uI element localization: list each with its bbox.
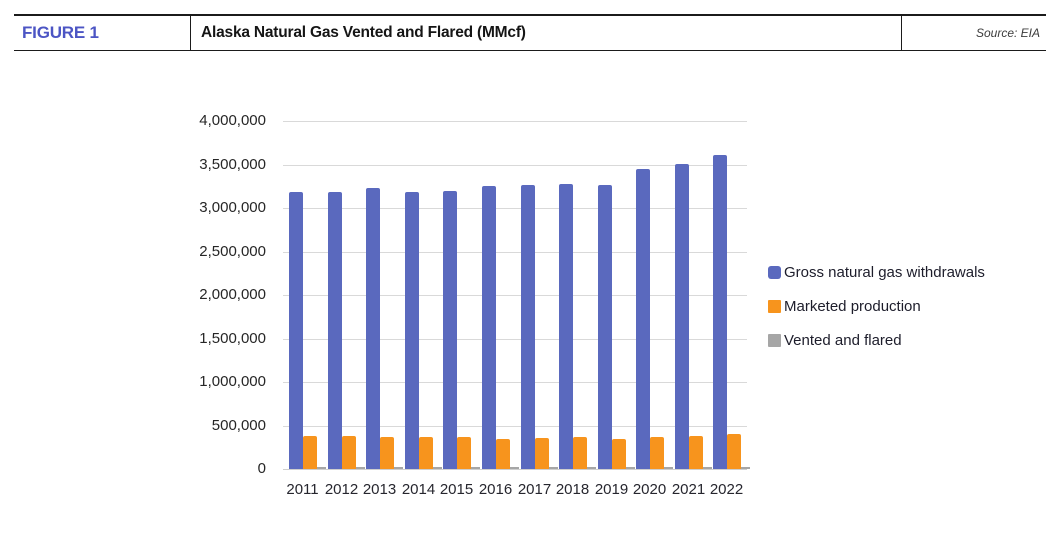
y-axis-tick-label: 1,500,000: [199, 330, 266, 347]
x-axis-line: [283, 469, 747, 470]
bar-marketed-production-2018: [573, 437, 587, 469]
source-attribution: Source: EIA: [975, 26, 1040, 40]
y-axis-tick-label: 2,500,000: [199, 243, 266, 260]
y-axis-tick-label: 500,000: [211, 417, 266, 434]
x-axis-tick-label-2011: 2011: [286, 481, 319, 498]
bar-marketed-production-2020: [650, 437, 664, 469]
bar-marketed-production-2011: [303, 436, 317, 469]
y-axis-tick-label: 3,500,000: [199, 156, 266, 173]
bar-gross-natural-gas-withdrawals-2018: [559, 184, 573, 469]
x-axis-tick-label-2014: 2014: [401, 481, 436, 498]
bar-gross-natural-gas-withdrawals-2019: [598, 185, 612, 469]
bar-vented-and-flared-2016: [510, 467, 519, 469]
bar-vented-and-flared-2013: [394, 467, 403, 469]
bar-gross-natural-gas-withdrawals-2021: [675, 164, 689, 469]
bar-marketed-production-2014: [419, 437, 433, 469]
bar-marketed-production-2013: [380, 437, 394, 469]
x-axis-tick-label-2018: 2018: [555, 481, 590, 498]
bar-marketed-production-2016: [496, 439, 510, 469]
y-axis-tick-label: 0: [257, 460, 266, 477]
bar-vented-and-flared-2022: [741, 467, 750, 469]
bar-gross-natural-gas-withdrawals-2020: [636, 169, 650, 469]
gridline: [283, 339, 747, 340]
bar-vented-and-flared-2018: [587, 467, 596, 469]
x-axis-tick-label-2013: 2013: [362, 481, 397, 498]
gridline: [283, 252, 747, 253]
x-axis-tick-label-2016: 2016: [478, 481, 513, 498]
bar-gross-natural-gas-withdrawals-2014: [405, 192, 419, 469]
legend-label-marketed-production: Marketed production: [784, 297, 921, 315]
bar-marketed-production-2017: [535, 438, 549, 469]
figure-title: Alaska Natural Gas Vented and Flared (MM…: [201, 24, 526, 41]
gridline: [283, 295, 747, 296]
bar-gross-natural-gas-withdrawals-2016: [482, 186, 496, 469]
bar-gross-natural-gas-withdrawals-2022: [713, 155, 727, 469]
bar-marketed-production-2015: [457, 437, 471, 469]
bar-gross-natural-gas-withdrawals-2012: [328, 192, 342, 469]
figure-label-cell: FIGURE 1: [14, 16, 191, 50]
x-axis-tick-label-2015: 2015: [439, 481, 474, 498]
bar-marketed-production-2019: [612, 439, 626, 469]
legend-item-marketed-production: Marketed production: [768, 294, 985, 318]
bar-vented-and-flared-2015: [471, 467, 480, 469]
y-axis-tick-label: 3,000,000: [199, 199, 266, 216]
x-axis-tick-label-2022: 2022: [709, 481, 744, 498]
figure-label: FIGURE 1: [22, 23, 99, 42]
bar-marketed-production-2022: [727, 434, 741, 469]
bar-gross-natural-gas-withdrawals-2015: [443, 191, 457, 469]
legend-item-gross-withdrawals: Gross natural gas withdrawals: [768, 260, 985, 284]
x-axis-tick-label-2017: 2017: [517, 481, 552, 498]
y-axis-tick-label: 1,000,000: [199, 373, 266, 390]
gridline: [283, 426, 747, 427]
figure-title-cell: Alaska Natural Gas Vented and Flared (MM…: [191, 16, 902, 50]
bar-gross-natural-gas-withdrawals-2013: [366, 188, 380, 469]
bar-vented-and-flared-2020: [664, 467, 673, 469]
bar-vented-and-flared-2012: [356, 467, 365, 469]
bar-vented-and-flared-2017: [549, 467, 558, 469]
gridline: [283, 121, 747, 122]
x-axis-tick-label-2012: 2012: [324, 481, 359, 498]
bar-marketed-production-2021: [689, 436, 703, 469]
x-axis-tick-label-2020: 2020: [632, 481, 667, 498]
chart-legend: Gross natural gas withdrawals Marketed p…: [768, 260, 985, 362]
legend-swatch-marketed-production-icon: [768, 299, 781, 313]
bar-gross-natural-gas-withdrawals-2011: [289, 192, 303, 469]
legend-swatch-vented-flared-icon: [768, 333, 781, 347]
y-axis-tick-label: 2,000,000: [199, 286, 266, 303]
bar-vented-and-flared-2019: [626, 467, 635, 469]
legend-label-vented-flared: Vented and flared: [784, 331, 902, 349]
figure-header: FIGURE 1 Alaska Natural Gas Vented and F…: [14, 14, 1046, 51]
y-axis-tick-label: 4,000,000: [199, 112, 266, 129]
bar-vented-and-flared-2014: [433, 467, 442, 469]
legend-item-vented-flared: Vented and flared: [768, 328, 985, 352]
x-axis-tick-label-2021: 2021: [671, 481, 706, 498]
figure-source-cell: Source: EIA: [902, 16, 1046, 50]
bar-vented-and-flared-2021: [703, 467, 712, 469]
gridline: [283, 165, 747, 166]
legend-label-gross-withdrawals: Gross natural gas withdrawals: [784, 263, 985, 281]
gridline: [283, 208, 747, 209]
gridline: [283, 382, 747, 383]
legend-swatch-gross-withdrawals-icon: [768, 265, 781, 279]
bar-marketed-production-2012: [342, 436, 356, 469]
bar-vented-and-flared-2011: [317, 467, 326, 469]
x-axis-tick-label-2019: 2019: [594, 481, 629, 498]
bar-gross-natural-gas-withdrawals-2017: [521, 185, 535, 469]
